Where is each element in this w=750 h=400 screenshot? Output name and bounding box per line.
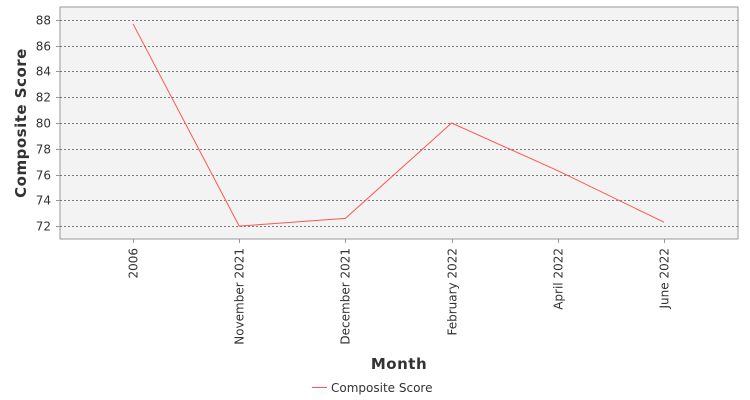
x-tick-label: April 2022 bbox=[552, 248, 566, 310]
y-axis-title: Composite Score bbox=[12, 48, 30, 198]
x-tick-label: December 2021 bbox=[339, 248, 353, 345]
x-tick-label: June 2022 bbox=[658, 248, 672, 310]
x-axis-title: Month bbox=[371, 355, 427, 373]
x-tick-label: 2006 bbox=[127, 248, 141, 279]
x-tick-label: November 2021 bbox=[233, 248, 247, 345]
y-tick-label: 74 bbox=[36, 194, 51, 208]
legend-label: Composite Score bbox=[331, 381, 432, 395]
y-tick-label: 82 bbox=[36, 91, 51, 105]
legend: Composite Score bbox=[312, 381, 432, 395]
gridlines bbox=[60, 20, 738, 227]
y-tick-label: 76 bbox=[36, 169, 51, 183]
plot-area bbox=[59, 6, 739, 240]
series-line bbox=[132, 23, 665, 227]
y-tick-label: 88 bbox=[36, 14, 51, 28]
series-layer bbox=[132, 23, 665, 227]
y-axis-ticks: 72 74 76 78 80 82 84 86 88 bbox=[36, 14, 60, 234]
y-tick-label: 86 bbox=[36, 40, 51, 54]
x-tick-label: February 2022 bbox=[446, 248, 460, 336]
y-tick-label: 80 bbox=[36, 117, 51, 131]
y-tick-label: 84 bbox=[36, 65, 51, 79]
y-tick-label: 78 bbox=[36, 143, 51, 157]
x-axis-ticks: 2006 November 2021 December 2021 February 2… bbox=[127, 239, 672, 345]
y-tick-label: 72 bbox=[36, 220, 51, 234]
